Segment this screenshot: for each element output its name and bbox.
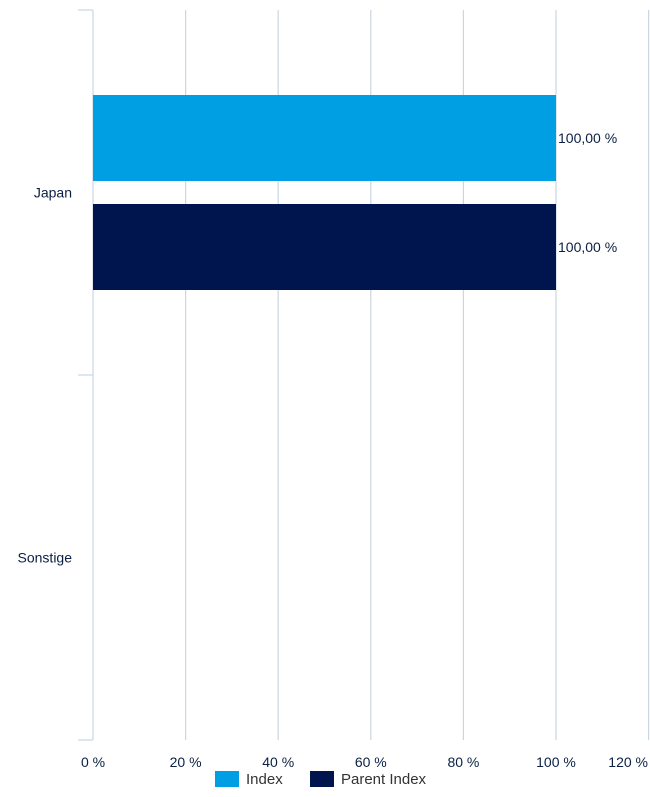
x-tick-label-100: 100 %: [536, 754, 576, 770]
x-tick-label-80: 80 %: [447, 754, 479, 770]
x-tick-label-0: 0 %: [81, 754, 105, 770]
category-axis: [78, 9, 94, 741]
bar-japan-parent-index[interactable]: [93, 204, 556, 290]
legend: Index Parent Index: [215, 771, 427, 788]
legend-swatch-index[interactable]: [215, 771, 239, 787]
x-tick-label-120: 120 %: [608, 754, 648, 770]
category-labels: Japan Sonstige: [18, 185, 73, 566]
category-label-sonstige: Sonstige: [18, 550, 73, 566]
bar-japan-index[interactable]: [93, 95, 556, 181]
legend-label-index[interactable]: Index: [246, 771, 283, 788]
x-tick-label-40: 40 %: [262, 754, 294, 770]
x-tick-labels: 0 % 20 % 40 % 60 % 80 % 100 % 120 %: [81, 754, 648, 770]
bars: [93, 95, 556, 290]
data-labels: 100,00 % 100,00 %: [558, 130, 617, 255]
data-label-japan-0: 100,00 %: [558, 130, 617, 146]
data-label-japan-1: 100,00 %: [558, 239, 617, 255]
category-label-japan: Japan: [34, 185, 72, 201]
x-tick-label-60: 60 %: [355, 754, 387, 770]
x-tick-label-20: 20 %: [170, 754, 202, 770]
legend-swatch-parent-index[interactable]: [310, 771, 334, 787]
legend-label-parent-index[interactable]: Parent Index: [341, 771, 427, 788]
